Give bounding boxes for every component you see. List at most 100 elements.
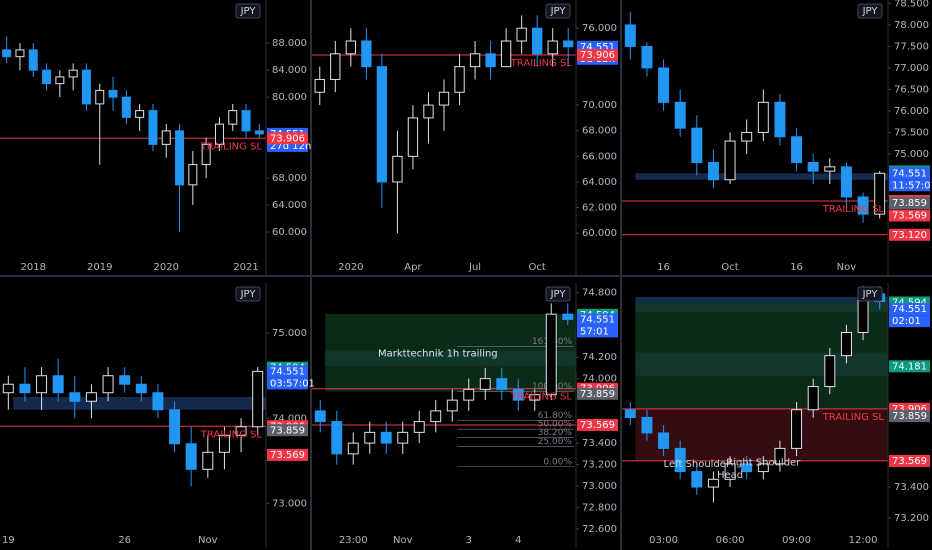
- y-tick-label: 75.500: [894, 127, 929, 138]
- candle-body: [707, 478, 719, 488]
- candle-body: [95, 89, 105, 105]
- candle-body: [691, 127, 703, 164]
- candle-body: [331, 421, 343, 455]
- candle-body: [791, 409, 803, 449]
- price-label: 74.551: [892, 168, 927, 179]
- candle-body: [562, 313, 574, 320]
- price-label: 74.181: [892, 361, 927, 372]
- y-tick-label: 70.000: [582, 100, 617, 111]
- y-tick-label: 73.000: [582, 481, 617, 492]
- candle-body: [807, 386, 819, 411]
- candle-body: [423, 104, 434, 119]
- currency-box: [235, 3, 261, 19]
- y-tick-label: 88.000: [272, 38, 307, 49]
- price-label: 74.551: [892, 304, 927, 315]
- candle-body: [314, 410, 326, 423]
- x-tick-label: 06:00: [716, 535, 745, 546]
- price-label: 73.859: [892, 198, 927, 209]
- candle-body: [741, 463, 753, 473]
- y-tick-label: 73.400: [894, 482, 929, 493]
- zone: [325, 314, 576, 392]
- candle-body: [512, 388, 524, 401]
- candle-body: [658, 432, 670, 449]
- candle-body: [840, 331, 852, 357]
- y-tick-label: 68.000: [582, 126, 617, 137]
- candle-body: [161, 130, 171, 145]
- candle-body: [135, 110, 145, 118]
- x-tick-label: 2021: [233, 262, 258, 273]
- fib-label: 38.20%: [538, 428, 573, 438]
- price-label-box: [577, 418, 618, 431]
- candle-body: [674, 447, 686, 473]
- candle-body: [724, 140, 736, 181]
- fib-label: 0.00%: [543, 457, 572, 467]
- x-tick-label: 19: [2, 535, 15, 546]
- candle-body: [42, 69, 52, 85]
- currency-label: JPY: [862, 6, 879, 17]
- candle-body: [824, 166, 836, 172]
- x-tick-label: 16: [790, 262, 803, 273]
- annotation: TRAILING SL: [822, 204, 885, 215]
- timer-label: 02:01: [892, 316, 921, 327]
- x-tick-label: Apr: [404, 262, 422, 273]
- candle-body: [218, 434, 230, 453]
- price-label: 73.859: [270, 425, 305, 436]
- annotation: TRAILING SL: [822, 412, 885, 423]
- price-label-box: [267, 424, 308, 437]
- x-tick-label: Jul: [468, 262, 481, 273]
- candle-body: [624, 24, 636, 47]
- y-tick-label: 77.000: [894, 63, 929, 74]
- currency-box: [857, 3, 883, 19]
- candle-body: [463, 388, 475, 401]
- price-label-box: [577, 49, 618, 62]
- y-tick-label: 60.000: [582, 228, 617, 239]
- price-label: 73.906: [270, 133, 305, 144]
- price-label-box: [577, 313, 618, 326]
- price-label-box: [889, 167, 930, 180]
- candle-body: [563, 40, 574, 48]
- candle-body: [148, 110, 158, 145]
- candle-body: [364, 431, 376, 444]
- currency-box: [545, 3, 571, 19]
- candle-body: [529, 394, 541, 401]
- candle-body: [314, 78, 325, 93]
- y-tick-label: 74.800: [582, 288, 617, 299]
- annotation: Head: [717, 470, 743, 481]
- candle-body: [397, 431, 409, 444]
- timer-label: 03:57:01: [270, 378, 315, 389]
- x-tick-label: Oct: [529, 262, 546, 273]
- candle-body: [380, 431, 392, 444]
- x-tick-label: 2019: [87, 262, 112, 273]
- x-tick-label: 03:00: [649, 535, 678, 546]
- annotation: TRAILING SL: [200, 141, 263, 152]
- y-tick-label: 77.500: [894, 41, 929, 52]
- price-label: 74.551: [580, 314, 615, 325]
- candle-body: [2, 383, 14, 394]
- annotation: TRAILING SL: [510, 392, 573, 403]
- x-tick-label: 2020: [154, 262, 179, 273]
- annotation: Right Shoulder: [726, 458, 801, 469]
- candle-body: [674, 101, 686, 129]
- y-tick-label: 76.000: [582, 23, 617, 34]
- price-label-box: [889, 209, 930, 222]
- y-tick-label: 76.000: [894, 106, 929, 117]
- candle-body: [361, 40, 372, 68]
- timer-label: 27d 12h: [270, 141, 311, 152]
- x-tick-label: Nov: [837, 262, 857, 273]
- currency-label: JPY: [550, 289, 567, 300]
- y-tick-label: 60.000: [272, 227, 307, 238]
- candle-body: [152, 392, 164, 411]
- x-tick-label: 12:00: [849, 535, 878, 546]
- candle-body: [532, 27, 543, 55]
- candle-body: [68, 69, 78, 78]
- price-label: 73.906: [892, 404, 927, 415]
- candle-body: [347, 442, 359, 455]
- timer-box: [267, 377, 308, 390]
- candle-body: [169, 409, 181, 445]
- candle-body: [516, 27, 527, 42]
- candle-body: [469, 53, 481, 68]
- candle-body: [641, 416, 653, 434]
- annotation: TRAILING SL: [200, 429, 263, 440]
- currency-box: [235, 286, 261, 302]
